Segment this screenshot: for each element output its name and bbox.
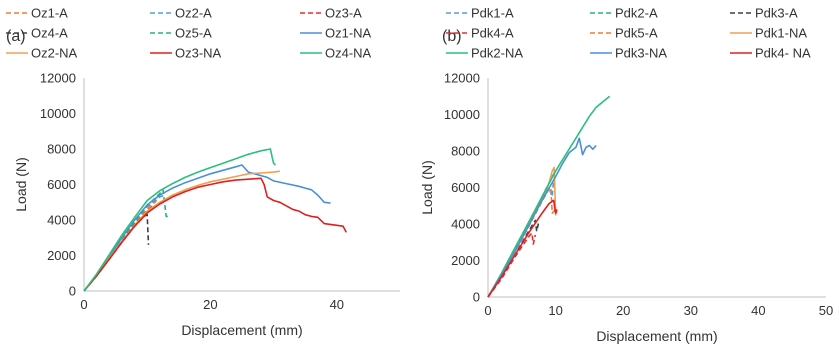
panel-b-series-line <box>487 199 558 298</box>
panel-a-y-tick-label: 8000 <box>47 142 76 157</box>
panel-a-y-tick-label: 2000 <box>47 248 76 263</box>
panel-a-y-tick-label: 0 <box>69 284 76 299</box>
panel-b-legend-entry: Pdk3-NA <box>615 46 667 61</box>
panel-a-series-line <box>83 148 277 292</box>
panel-a-y-tick-label: 6000 <box>47 177 76 192</box>
panel-b-legend-entry: Pdk2-A <box>615 6 658 21</box>
panel-a-legend-entry: Oz3-A <box>325 6 362 21</box>
panel-b-x-axis-label: Displacement (mm) <box>596 328 717 344</box>
panel-b-x-tick-label: 10 <box>548 303 562 318</box>
panel-a-y-axis-label: Load (N) <box>13 157 29 211</box>
panel-a-legend-entry: Oz2-A <box>175 6 212 21</box>
panel-a-y-tick-label: 12000 <box>40 71 76 86</box>
panel-a-y-tick-label: 4000 <box>47 213 76 228</box>
panel-a-x-tick-label: 0 <box>80 297 87 312</box>
panel-a-legend-entry: Oz3-NA <box>175 46 222 61</box>
panel-b-x-tick-label: 20 <box>616 303 630 318</box>
panel-b-y-axis-label: Load (N) <box>419 160 435 214</box>
panel-b-legend-entry: Pdk1-A <box>471 6 514 21</box>
panel-b-x-tick-label: 40 <box>751 303 765 318</box>
panel-a-legend-entry: Oz1-NA <box>325 26 372 41</box>
panel-b-x-tick-label: 0 <box>484 303 491 318</box>
panel-a-legend-entry: Oz4-NA <box>325 46 372 61</box>
panel-a-series-line <box>83 177 348 292</box>
panel-b-y-tick-label: 8000 <box>451 144 480 159</box>
panel-b-x-tick-label: 30 <box>684 303 698 318</box>
panel-b-series-line <box>487 137 597 298</box>
panel-b-series-line <box>487 232 537 298</box>
panel-a-x-tick-label: 20 <box>203 297 217 312</box>
panel-b-legend-entry: Pdk5-A <box>615 26 658 41</box>
panel-a-legend-entry: Oz1-A <box>31 6 68 21</box>
panel-b-y-tick-label: 6000 <box>451 180 480 195</box>
panel-b-legend-entry: Pdk3-A <box>755 6 798 21</box>
panel-b-y-tick-label: 10000 <box>444 107 480 122</box>
panel-a-series-line <box>83 164 331 292</box>
panel-b-label: (b) <box>442 28 462 45</box>
panel-a-y-tick-label: 10000 <box>40 106 76 121</box>
panel-b-legend-entry: Pdk4-A <box>471 26 514 41</box>
panel-b-x-tick-label: 50 <box>819 303 833 318</box>
panel-a-x-tick-label: 40 <box>330 297 344 312</box>
panel-a-legend-entry: Oz5-A <box>175 26 212 41</box>
panel-a-x-axis-label: Displacement (mm) <box>181 322 302 338</box>
panel-b-legend-entry: Pdk4- NA <box>755 46 811 61</box>
panel-b-series-line <box>487 95 611 298</box>
panel-a-label: (a) <box>6 28 26 45</box>
panel-b-legend-entry: Pdk2-NA <box>471 46 523 61</box>
panel-b-y-tick-label: 0 <box>473 290 480 305</box>
panel-b-y-tick-label: 2000 <box>451 253 480 268</box>
panel-b-y-tick-label: 4000 <box>451 217 480 232</box>
panel-b-legend-entry: Pdk1-NA <box>755 26 807 41</box>
panel-b-y-tick-label: 12000 <box>444 71 480 86</box>
panel-a-series-line <box>83 170 281 292</box>
panel-a-legend-entry: Oz2-NA <box>31 46 78 61</box>
panel-a-legend-entry: Oz4-A <box>31 26 68 41</box>
